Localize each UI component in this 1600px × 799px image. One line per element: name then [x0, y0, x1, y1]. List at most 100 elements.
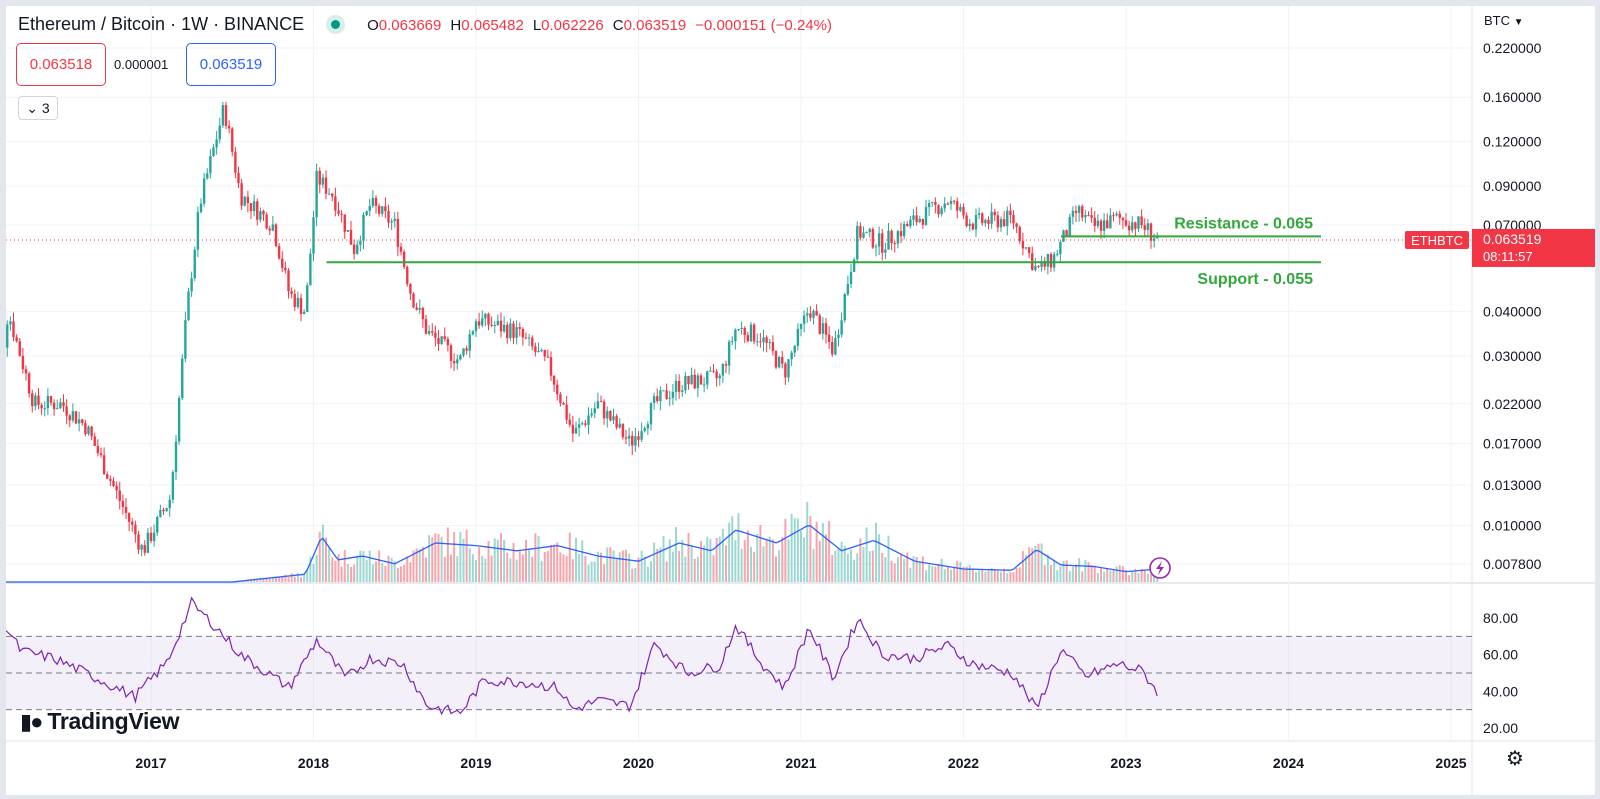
candle-body — [827, 334, 831, 343]
candle-body — [149, 532, 153, 542]
volume-bar — [481, 555, 484, 582]
volume-bar — [643, 557, 646, 582]
candle-body — [431, 331, 434, 333]
candle-body — [24, 369, 28, 374]
volume-bar — [600, 552, 602, 582]
buy-price-button[interactable]: 0.063519 — [186, 43, 276, 86]
candle-body — [68, 415, 71, 421]
volume-bar — [675, 527, 677, 582]
volume-bar — [506, 552, 509, 582]
candle-body — [962, 206, 965, 216]
candle-body — [215, 139, 218, 148]
volume-bar — [1037, 543, 1040, 582]
candle-body — [127, 513, 131, 522]
volume-bar — [925, 570, 927, 582]
indicators-collapse-button[interactable]: ⌄ 3 — [18, 96, 58, 120]
volume-bar — [878, 534, 881, 582]
volume-bar — [1046, 554, 1049, 582]
volume-bar — [465, 529, 468, 582]
candle-body — [1087, 215, 1090, 217]
currency-selector[interactable]: BTC ▼ — [1484, 13, 1524, 28]
volume-bar — [368, 550, 371, 582]
candle-body — [671, 391, 675, 398]
candle-body — [12, 321, 15, 338]
candle-body — [1109, 215, 1112, 229]
candle-body — [624, 437, 628, 439]
volume-bar — [306, 569, 309, 582]
candle-body — [259, 210, 262, 220]
candle-body — [412, 293, 415, 308]
volume-bar — [812, 548, 815, 582]
candle-body — [906, 223, 909, 227]
candle-body — [1102, 220, 1106, 231]
volume-bar — [1000, 571, 1002, 582]
candle-body — [152, 532, 156, 542]
candle-body — [162, 509, 165, 512]
candle-body — [90, 426, 93, 437]
candle-body — [1018, 226, 1021, 242]
candle-body — [1124, 220, 1128, 226]
symbol-title[interactable]: Ethereum / Bitcoin · 1W · BINANCE — [18, 14, 305, 34]
gear-icon[interactable]: ⚙ — [1506, 748, 1524, 770]
volume-bar — [434, 533, 437, 582]
candle-body — [537, 350, 540, 353]
volume-bar — [640, 550, 643, 582]
candle-body — [1052, 254, 1056, 268]
candle-body — [656, 396, 659, 402]
candle-body — [796, 328, 800, 346]
candle-body — [1065, 230, 1068, 237]
volume-bar — [581, 540, 584, 582]
volume-bar — [787, 539, 790, 582]
candle-body — [456, 359, 459, 364]
volume-bar — [265, 578, 268, 582]
candle-body — [65, 406, 68, 416]
candle-body — [643, 428, 646, 432]
candle-body — [59, 402, 62, 409]
candle-body — [771, 342, 775, 352]
candle-body — [6, 324, 9, 348]
volume-bar — [493, 538, 496, 582]
candle-body — [1077, 206, 1081, 213]
candle-body — [527, 337, 531, 339]
volume-bar — [621, 550, 624, 582]
candle-body — [509, 323, 512, 339]
support-label: Support - 0.055 — [1197, 271, 1313, 288]
candle-body — [799, 323, 803, 329]
candle-body — [896, 231, 900, 244]
volume-bar — [468, 548, 471, 582]
volume-bar — [584, 555, 587, 582]
volume-bar — [659, 547, 662, 582]
candle-body — [177, 398, 181, 442]
volume-bar — [371, 564, 374, 582]
candle-body — [199, 203, 203, 213]
candle-body — [1002, 219, 1006, 226]
chart-canvas[interactable]: 2017 2018 2019 2020 2021 2022 2023 2024 2025 0.22… — [6, 6, 1595, 795]
candle-body — [821, 323, 825, 334]
volume-bar — [656, 548, 659, 582]
sell-price-button[interactable]: 0.063518 — [16, 43, 106, 86]
candle-body — [993, 211, 996, 216]
candle-body — [321, 177, 325, 185]
candle-body — [374, 197, 378, 206]
y-tick-label: 0.090000 — [1483, 178, 1542, 194]
volume-bar — [575, 537, 577, 582]
volume-bar — [459, 532, 462, 582]
volume-bar — [284, 574, 287, 582]
candle-body — [46, 396, 50, 409]
candle-body — [1118, 213, 1121, 218]
volume-bar — [909, 567, 912, 582]
volume-bar — [975, 572, 977, 582]
candle-body — [1012, 215, 1015, 224]
candle-body — [109, 478, 112, 481]
volume-bar — [321, 524, 324, 582]
volume-bar — [428, 535, 431, 582]
candle-body — [315, 170, 318, 218]
currency-label: BTC — [1484, 13, 1510, 28]
candle-body — [34, 395, 37, 407]
candle-body — [662, 390, 665, 392]
volume-bar — [281, 576, 284, 582]
candle-body — [724, 364, 728, 366]
candle-body — [1071, 210, 1075, 217]
volume-bar — [687, 533, 690, 582]
volume-bar — [400, 566, 402, 582]
